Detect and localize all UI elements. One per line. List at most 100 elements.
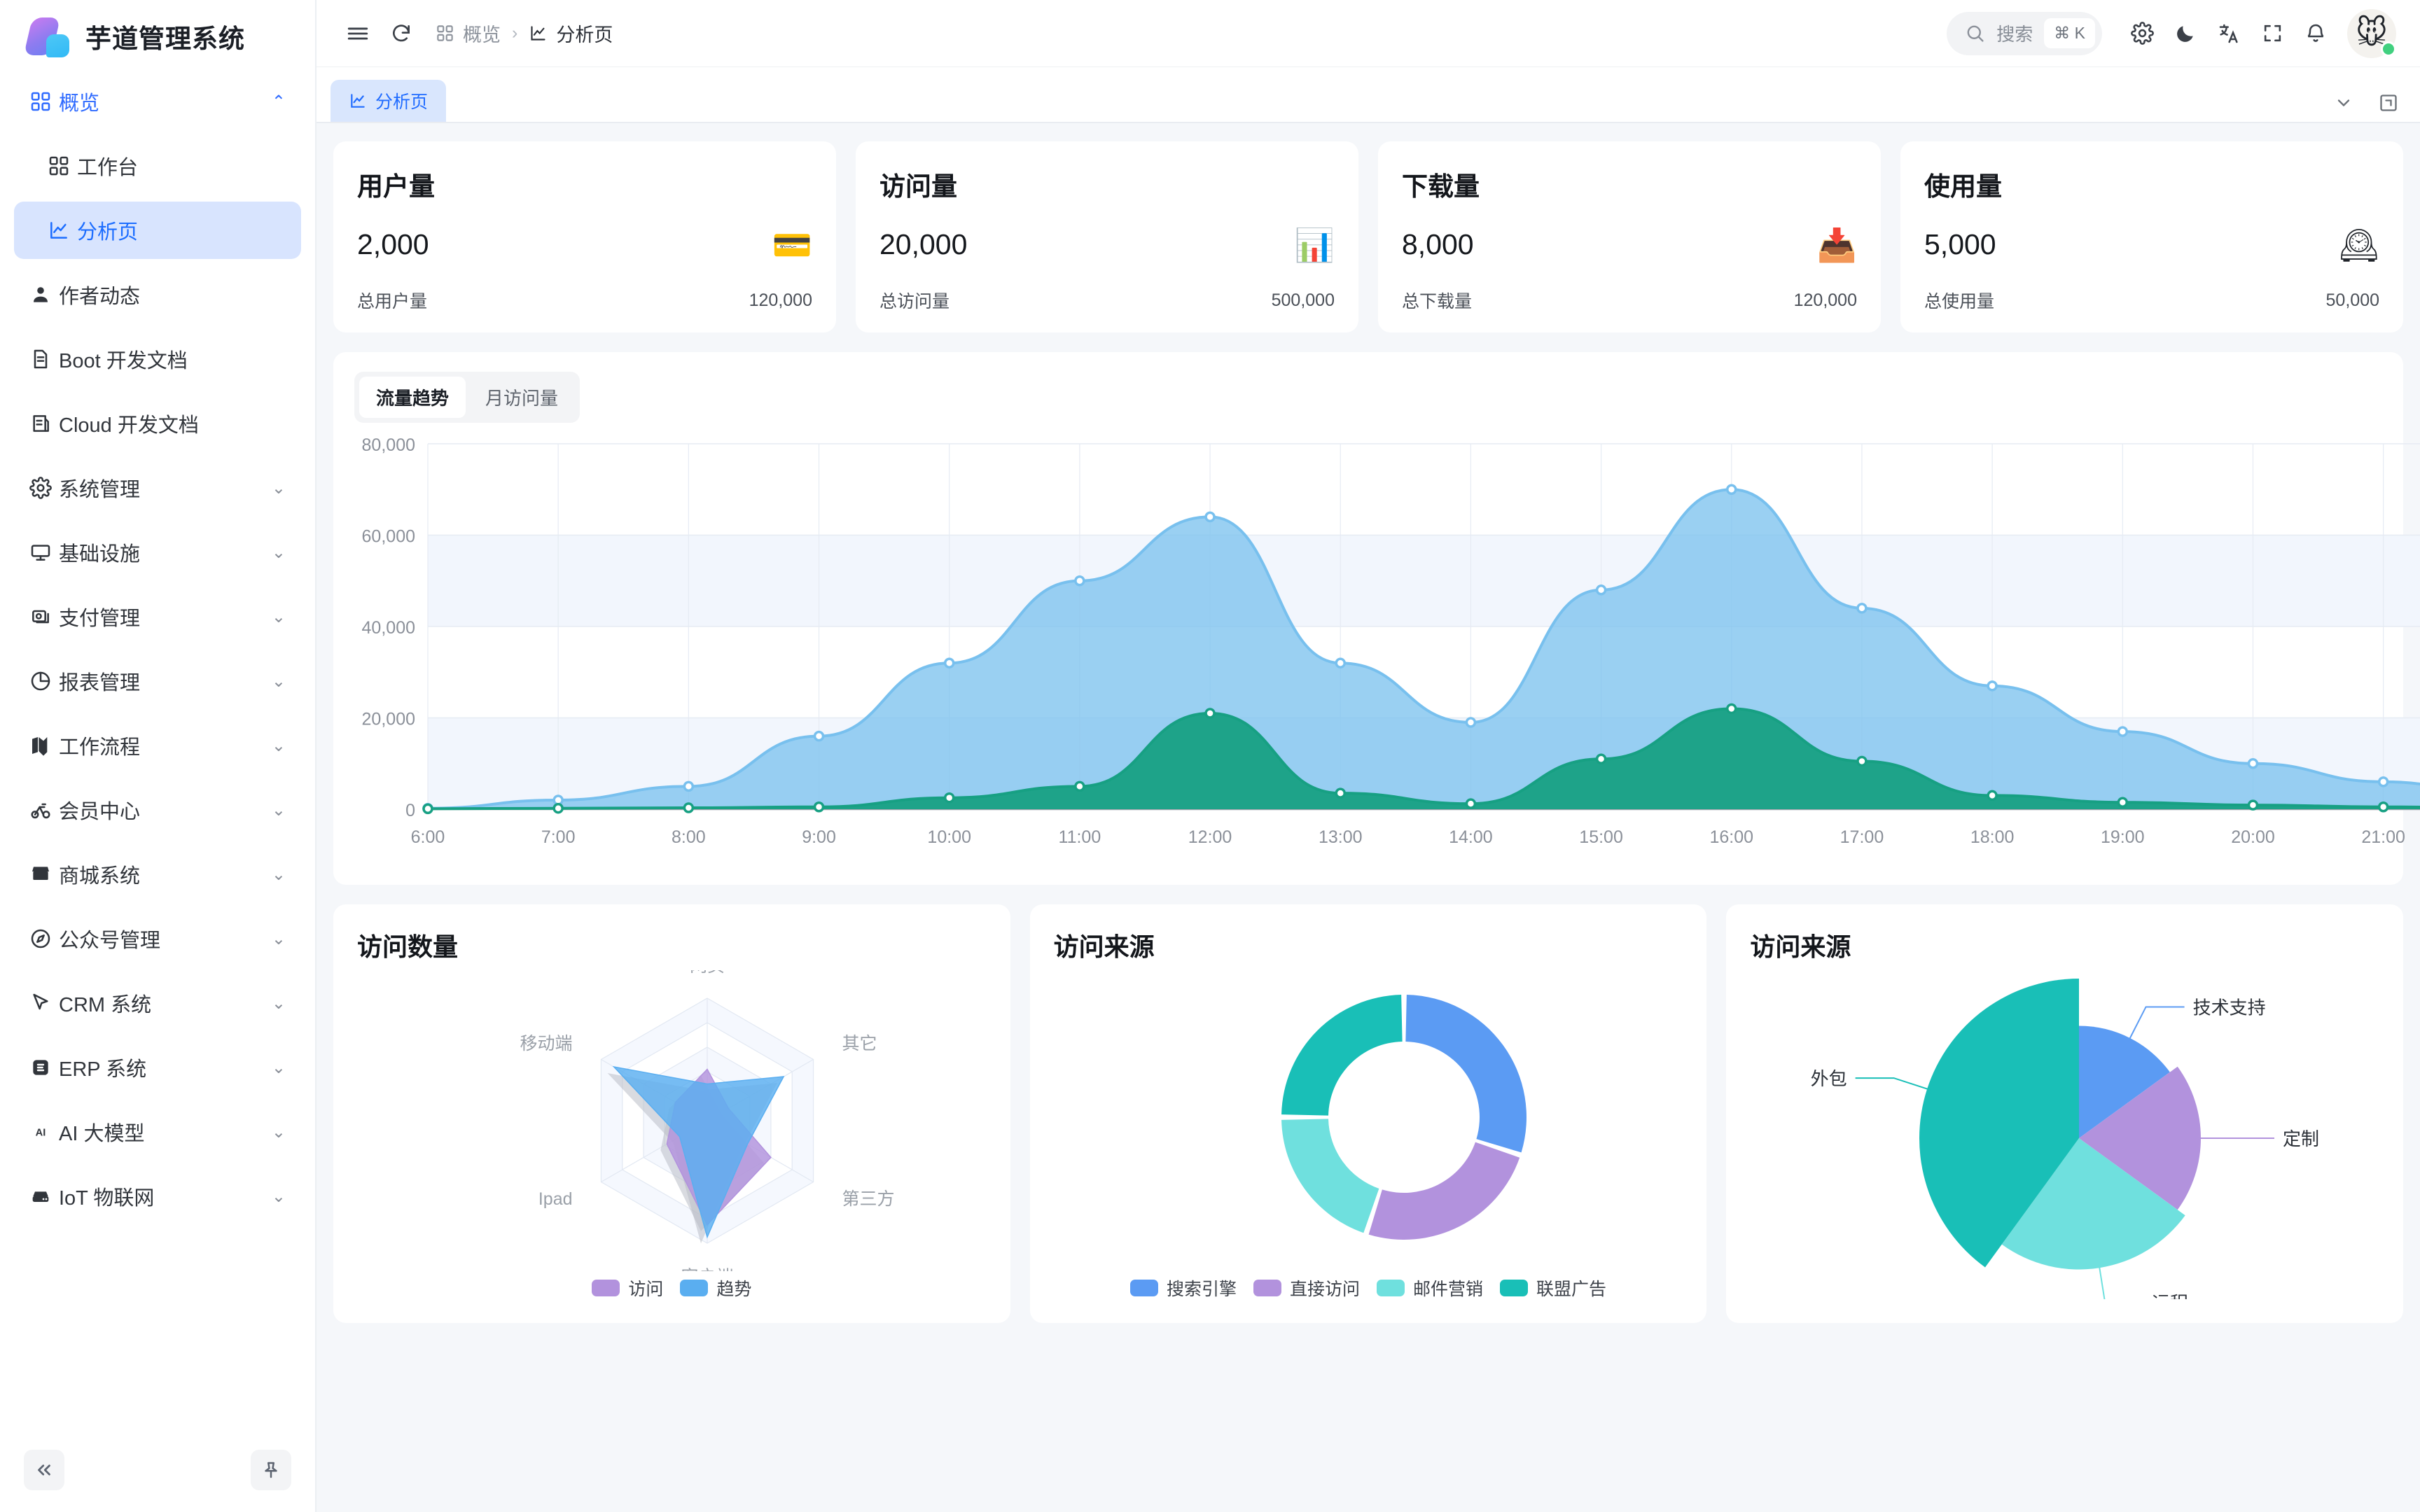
radar-legend: 访问 趋势 (357, 1275, 987, 1301)
legend-label: 搜索引擎 (1166, 1280, 1237, 1299)
trend-tab-1[interactable]: 月访问量 (485, 388, 559, 409)
stat-card-icon: 📥 (1816, 226, 1857, 263)
stat-card-value: 8,000 (1402, 228, 1474, 260)
sidebar-item-7[interactable]: 基础设施 ⌄ (14, 524, 301, 581)
sidebar-item-label: 公众号管理 (59, 930, 161, 952)
bottom-cards: 访问数量 网页其它第三方客户端 Ipad 移动端 访问 趋势 访问来源 搜索引擎 直接访… (333, 904, 2404, 1323)
breadcrumb-item-analysis[interactable]: 分析页 (529, 20, 613, 47)
sidebar-item-label: 支付管理 (59, 608, 141, 630)
sidebar-item-12[interactable]: 商城系统 ⌄ (14, 846, 301, 903)
breadcrumb: 概览 › 分析页 (436, 20, 613, 47)
stat-card-value: 2,000 (357, 228, 429, 260)
sidebar-item-10[interactable]: 工作流程 ⌄ (14, 717, 301, 774)
sidebar-item-8[interactable]: 支付管理 ⌄ (14, 588, 301, 645)
sidebar-item-label: Cloud 开发文档 (59, 414, 199, 437)
brand-logo[interactable]: 芋道管理系统 (0, 0, 315, 73)
svg-text:13:00: 13:00 (1319, 827, 1363, 847)
tab-analysis[interactable]: 分析页 (331, 80, 447, 122)
svg-text:20,000: 20,000 (362, 710, 415, 729)
legend-swatch (1377, 1280, 1405, 1296)
svg-text:19:00: 19:00 (2101, 827, 2145, 847)
stat-card-foot-label: 总下载量 (1402, 292, 1473, 312)
svg-text:其它: 其它 (842, 1034, 877, 1054)
bell-icon[interactable] (2294, 12, 2337, 55)
server-icon (29, 1185, 59, 1208)
avatar[interactable]: 🐭 (2347, 8, 2396, 58)
svg-text:14:00: 14:00 (1449, 827, 1493, 847)
card-title: 访问数量 (357, 932, 459, 961)
sidebar-item-label: 会员中心 (59, 801, 141, 823)
chevron-icon: ⌄ (271, 607, 286, 626)
tab-label: 分析页 (375, 92, 429, 112)
gear-icon[interactable] (2120, 12, 2164, 55)
sidebar-item-label: IoT 物联网 (59, 1187, 155, 1210)
sidebar-item-0[interactable]: 概览 ⌃ (14, 73, 301, 130)
hamburger-icon[interactable] (336, 12, 380, 55)
sidebar-item-label: 分析页 (77, 221, 139, 244)
legend-label: 直接访问 (1289, 1280, 1360, 1299)
sidebar-item-16[interactable]: AI AI 大模型 ⌄ (14, 1103, 301, 1161)
chevron-icon: ⌄ (271, 993, 286, 1013)
svg-text:8:00: 8:00 (672, 827, 706, 847)
main-area: 概览 › 分析页 搜索 ⌘ K (317, 0, 2420, 1512)
sidebar-item-14[interactable]: CRM 系统 ⌄ (14, 974, 301, 1032)
card-title: 访问来源 (1053, 932, 1155, 961)
stat-card-foot-value: 120,000 (749, 290, 812, 310)
expand-icon[interactable] (2370, 84, 2407, 122)
stat-card-1: 访问量 20,000 📊 总访问量 500,000 (856, 141, 1358, 332)
trend-tab-0[interactable]: 流量趋势 (359, 377, 466, 418)
stat-card-title: 使用量 (1924, 172, 2002, 201)
svg-text:6:00: 6:00 (411, 827, 445, 847)
legend-item[interactable]: 邮件营销 (1377, 1275, 1483, 1301)
legend-swatch (1129, 1280, 1158, 1296)
chevron-down-icon[interactable] (2325, 84, 2363, 122)
chevron-icon: ⌃ (271, 92, 286, 111)
sidebar-pin-button[interactable] (251, 1450, 291, 1490)
legend-item[interactable]: 直接访问 (1253, 1275, 1360, 1301)
stat-card-foot-label: 总使用量 (1924, 292, 1995, 312)
sidebar-item-17[interactable]: IoT 物联网 ⌄ (14, 1168, 301, 1225)
cursor-icon (29, 992, 59, 1014)
legend-item[interactable]: 访问 (592, 1275, 663, 1301)
stat-card-foot-label: 总访问量 (879, 292, 950, 312)
sidebar-item-9[interactable]: 报表管理 ⌄ (14, 652, 301, 710)
moon-icon[interactable] (2164, 12, 2207, 55)
legend-item[interactable]: 趋势 (680, 1275, 751, 1301)
search-shortcut: ⌘ K (2044, 18, 2095, 48)
bike-icon (29, 799, 59, 821)
sidebar-item-4[interactable]: Boot 开发文档 (14, 330, 301, 388)
svg-text:网页: 网页 (690, 970, 725, 976)
stat-card-icon: 📊 (1294, 226, 1335, 263)
sidebar-item-13[interactable]: 公众号管理 ⌄ (14, 910, 301, 967)
status-badge (2381, 41, 2396, 57)
legend-item[interactable]: 搜索引擎 (1129, 1275, 1237, 1301)
sidebar-collapse-button[interactable] (24, 1450, 64, 1490)
svg-text:11:00: 11:00 (1059, 827, 1101, 847)
sidebar-item-5[interactable]: Cloud 开发文档 (14, 395, 301, 452)
sidebar-item-2[interactable]: 分析页 (14, 202, 301, 259)
sidebar-item-15[interactable]: ERP 系统 ⌄ (14, 1039, 301, 1096)
sidebar-item-11[interactable]: 会员中心 ⌄ (14, 781, 301, 839)
sidebar-item-1[interactable]: 工作台 (14, 137, 301, 195)
sidebar-item-label: 报表管理 (59, 672, 141, 694)
fullscreen-icon[interactable] (2251, 12, 2294, 55)
card-title: 访问来源 (1750, 932, 1851, 961)
translate-icon[interactable] (2207, 12, 2251, 55)
stat-card-3: 使用量 5,000 🕰 总使用量 50,000 (1900, 141, 2403, 332)
legend-label: 访问 (628, 1280, 664, 1299)
svg-text:17:00: 17:00 (1840, 827, 1884, 847)
visit-source-donut-card: 访问来源 搜索引擎 直接访问 邮件营销 联盟广告 (1029, 904, 1707, 1323)
chevron-icon: ⌄ (271, 1058, 286, 1077)
stat-card-foot-value: 500,000 (1271, 290, 1335, 310)
legend-item[interactable]: 联盟广告 (1500, 1275, 1606, 1301)
stat-card-0: 用户量 2,000 💳 总用户量 120,000 (333, 141, 836, 332)
document-icon (29, 348, 59, 370)
stat-card-2: 下载量 8,000 📥 总下载量 120,000 (1378, 141, 1881, 332)
svg-text:外包: 外包 (1811, 1068, 1847, 1089)
breadcrumb-item-overview[interactable]: 概览 (436, 20, 501, 47)
svg-text:第三方: 第三方 (842, 1189, 894, 1209)
refresh-icon[interactable] (380, 12, 423, 55)
sidebar-item-6[interactable]: 系统管理 ⌄ (14, 459, 301, 517)
sidebar-item-3[interactable]: 作者动态 (14, 266, 301, 323)
search-input[interactable]: 搜索 ⌘ K (1947, 11, 2102, 55)
